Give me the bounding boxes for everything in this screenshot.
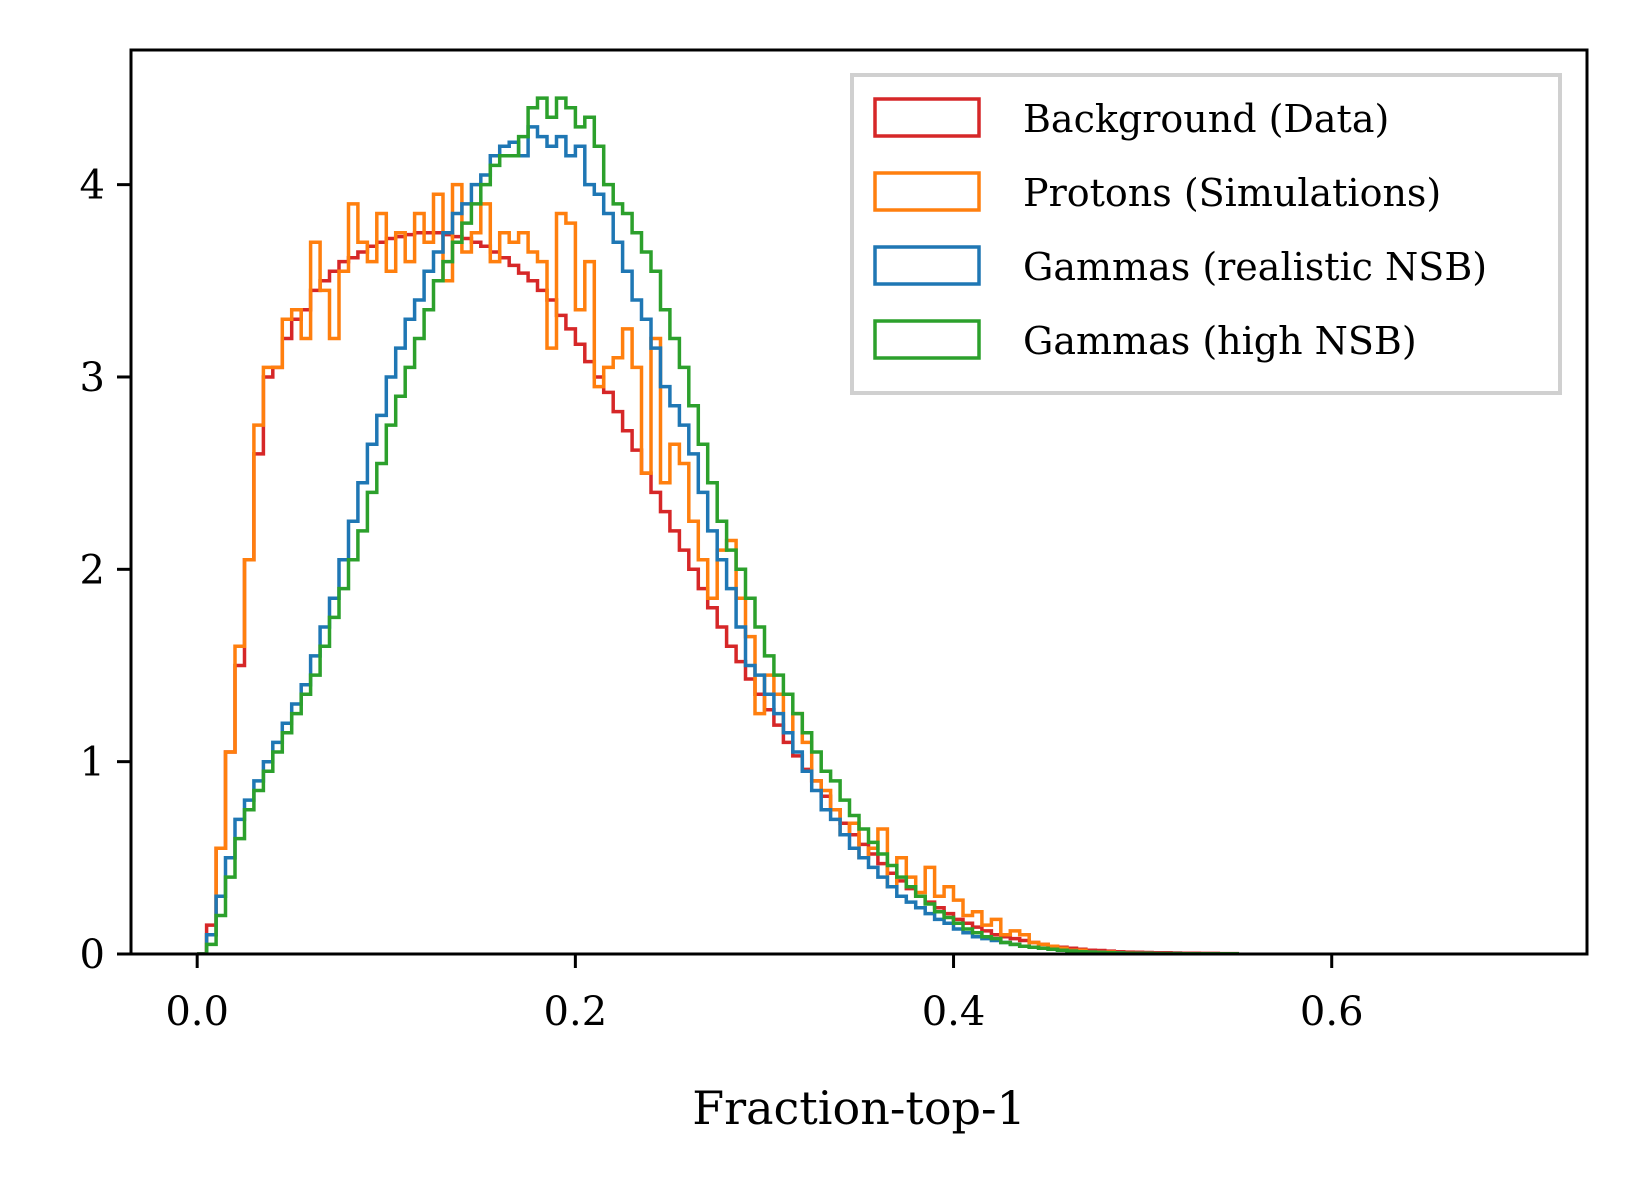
legend-label-protons: Protons (Simulations) (1023, 171, 1441, 215)
x-axis-label: Fraction-top-1 (692, 1081, 1026, 1135)
y-tick-label: 4 (80, 163, 105, 209)
legend-swatch-gammas-high (873, 319, 981, 360)
x-tick-label: 0.0 (165, 989, 229, 1035)
y-tick-label: 3 (80, 355, 105, 401)
x-tick-label: 0.2 (544, 989, 608, 1035)
y-tick-label: 1 (80, 740, 105, 786)
legend-swatch-gammas-realistic (873, 245, 981, 286)
legend-label-gammas-high: Gammas (high NSB) (1023, 319, 1417, 363)
legend-label-gammas-realistic: Gammas (realistic NSB) (1023, 245, 1487, 289)
series-layer (197, 96, 1239, 954)
legend-label-background: Background (Data) (1023, 97, 1389, 141)
legend-swatch-protons (873, 171, 981, 212)
series-gammas-high (197, 96, 1239, 954)
x-tick-label: 0.6 (1300, 989, 1364, 1035)
x-axis: 0.0 0.2 0.4 0.6 (165, 954, 1364, 1035)
legend: Background (Data) Protons (Simulations) … (850, 73, 1562, 395)
legend-swatch-background (873, 97, 981, 138)
y-tick-label: 2 (80, 547, 105, 593)
plot-frame (129, 48, 1589, 956)
x-tick-label: 0.4 (922, 989, 986, 1035)
legend-box (850, 73, 1562, 395)
y-tick-label: 0 (80, 932, 105, 978)
y-axis: 0 1 2 3 4 (80, 163, 131, 978)
series-protons (197, 182, 1238, 954)
